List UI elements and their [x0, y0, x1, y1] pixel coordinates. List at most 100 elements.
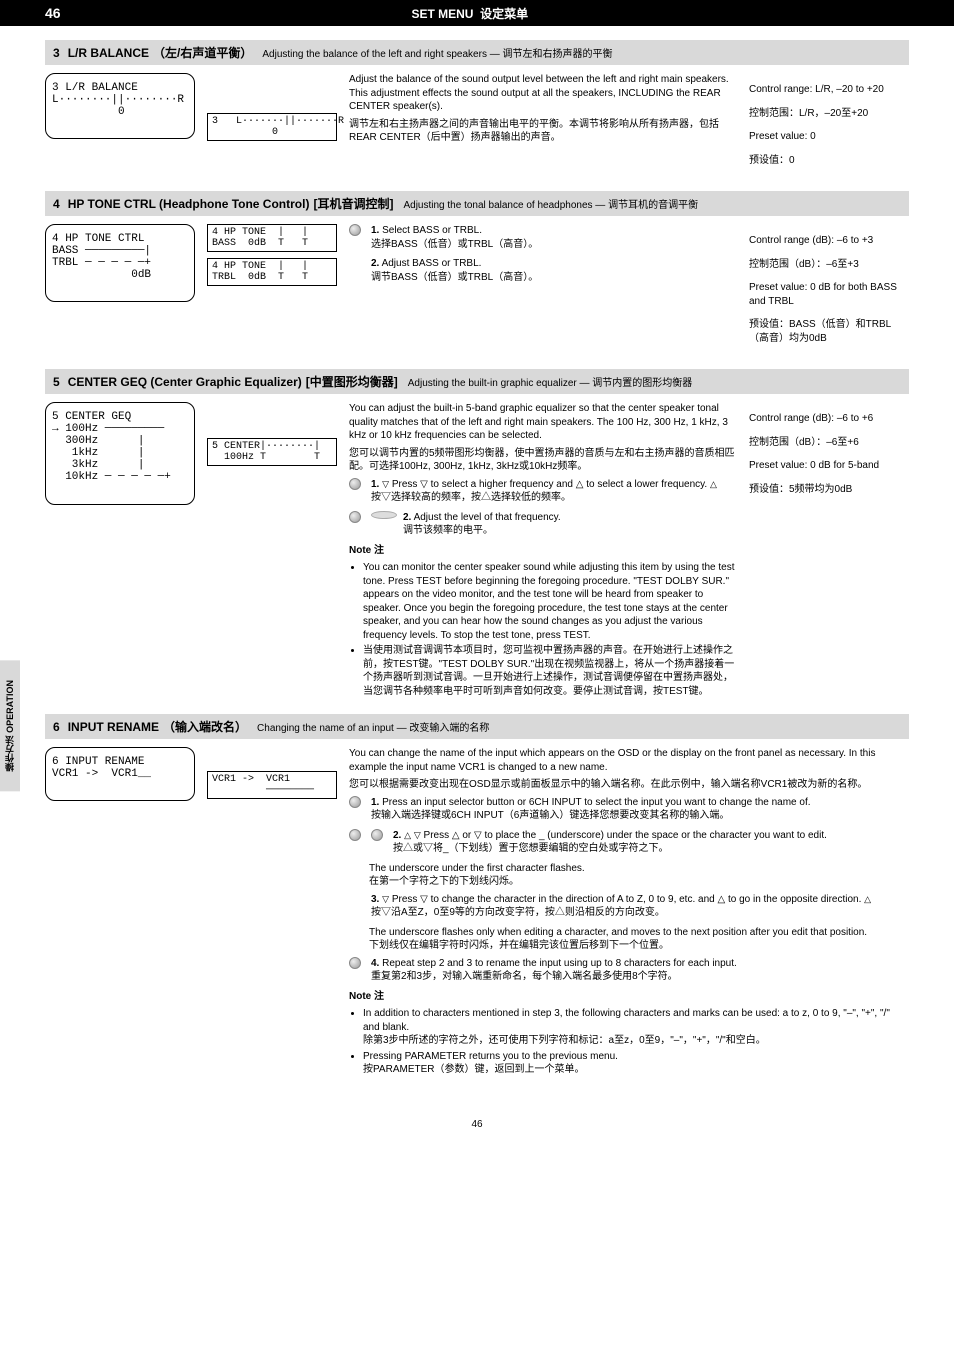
s4-range-en: Control range (dB): –6 to +3: [749, 234, 909, 248]
s5-preset-en: Preset value: 0 dB for 5-band: [749, 459, 909, 473]
section-5-bar: 5 CENTER GEQ (Center Graphic Equalizer) …: [45, 369, 909, 394]
lcd-6: VCR1 -> VCR1 ────────: [207, 771, 337, 799]
section-4-title-en: HP TONE CTRL (Headphone Tone Control): [68, 197, 310, 211]
osd-panel-5: 5 CENTER GEQ → 100Hz ───────── 300Hz | 1…: [45, 402, 195, 505]
s5-note-title-en: Note: [349, 545, 371, 556]
section-6-text: You can change the name of the input whi…: [349, 747, 909, 1079]
s6-step5-native: 下划线仅在编辑字符时闪烁，并在编辑完该位置后移到下一个位置。: [369, 940, 669, 951]
section-5-body: 5 CENTER GEQ → 100Hz ───────── 300Hz | 1…: [45, 402, 909, 700]
s3-preset-native: 预设值：0: [749, 154, 909, 168]
s4-step2-native: 调节BASS（低音）或TRBL（高音）。: [371, 272, 538, 283]
osd-panel-3: 3 L/R BALANCE L········||········R 0: [45, 73, 195, 139]
section-3-title-en: L/R BALANCE: [68, 46, 149, 60]
s4-range: Control range (dB): –6 to +3 控制范围（dB）：–6…: [749, 224, 909, 355]
s6-step1-en: Press an input selector button or 6CH IN…: [382, 797, 810, 808]
bullet-icon: [349, 829, 361, 841]
section-5-subtitle: Adjusting the built-in graphic equalizer…: [408, 374, 693, 389]
bullet-icon: [349, 478, 361, 490]
s6-nb-en-0: In addition to characters mentioned in s…: [363, 1008, 890, 1033]
s4-preset-en: Preset value: 0 dB for both BASS and TRB…: [749, 281, 909, 308]
s5-note-native: 当使用测试音调调节本项目时，您可监视中置扬声器的声音。在开始进行上述操作之前，按…: [363, 644, 737, 698]
disc-icon: [371, 511, 397, 519]
lcd-5: 5 CENTER|········| 100Hz T T: [207, 438, 337, 466]
section-4-text: 1. Select BASS or TRBL. 选择BASS（低音）或TRBL（…: [349, 224, 737, 290]
s4-preset-native: 预设值：BASS（低音）和TRBL（高音）均为0dB: [749, 318, 909, 345]
s6-body-en: You can change the name of the input whi…: [349, 747, 909, 774]
section-6-subtitle: Changing the name of an input — 改变输入端的名称: [257, 719, 489, 734]
section-3-title-native: （左/右声道平衡）: [153, 44, 252, 61]
section-6-num: 6: [53, 720, 60, 734]
s6-nb-en-1: Pressing PARAMETER returns you to the pr…: [363, 1051, 618, 1062]
s5-note-en: You can monitor the center speaker sound…: [363, 561, 737, 642]
s5-step1-native: 按▽选择较高的频率，按△选择较低的频率。: [371, 492, 571, 503]
bullet-icon: [371, 829, 383, 841]
bullet-icon: [349, 957, 361, 969]
down-triangle-icon: ▽: [382, 478, 389, 490]
s6-step5-en: The underscore flashes only when editing…: [369, 927, 867, 938]
up-triangle-icon: △: [404, 829, 411, 841]
lcd-3: 3 L·······||·······R 0: [207, 113, 337, 141]
s3-body-native: 调节左和右主扬声器之间的声音输出电平的平衡。本调节将影响从所有扬声器，包括REA…: [349, 118, 737, 145]
s6-note-title-native: 注: [374, 991, 384, 1002]
s4-step1-native: 选择BASS（低音）或TRBL（高音）。: [371, 239, 538, 250]
section-5-num: 5: [53, 375, 60, 389]
s6-nb-native-0: 除第3步中所述的字符之外，还可使用下列字符和标记：a至z，0至9，"–"，"+"…: [363, 1035, 766, 1046]
section-3-num: 3: [53, 46, 60, 60]
s5-body-en: You can adjust the built-in 5-band graph…: [349, 402, 737, 443]
up-triangle-icon: △: [710, 478, 717, 490]
down-triangle-icon: ▽: [382, 893, 389, 905]
s6-step6-en: Repeat step 2 and 3 to rename the input …: [382, 958, 737, 969]
s5-preset-native: 预设值：5频带均为0dB: [749, 483, 909, 497]
s6-body-native: 您可以根据需要改变出现在OSD显示或前面板显示中的输入端名称。在此示例中，输入端…: [349, 778, 909, 792]
lcd-4b: 4 HP TONE | | TRBL 0dB T T: [207, 258, 337, 286]
s4-range-native: 控制范围（dB）：–6至+3: [749, 258, 909, 272]
bullet-icon: [349, 511, 361, 523]
s4-step2-en: Adjust BASS or TRBL.: [382, 258, 482, 269]
bullet-icon: [349, 224, 361, 236]
section-3-subtitle: Adjusting the balance of the left and ri…: [262, 45, 612, 60]
section-5-title-native: [中置图形均衡器]: [306, 373, 398, 390]
s6-step3-en: The underscore under the first character…: [369, 863, 585, 874]
section-4-subtitle: Adjusting the tonal balance of headphone…: [403, 196, 698, 211]
s3-range: Control range: L/R, –20 to +20 控制范围：L/R，…: [749, 73, 909, 177]
section-4-bar: 4 HP TONE CTRL (Headphone Tone Control) …: [45, 191, 909, 216]
s5-body-native: 您可以调节内置的5频带图形均衡器，使中置扬声器的音质与左和右主扬声器的音质相匹配…: [349, 447, 737, 474]
osd-panel-4: 4 HP TONE CTRL BASS ─────────| TRBL ─ ─ …: [45, 224, 195, 302]
osd-panel-6: 6 INPUT RENAME VCR1 -> VCR1__: [45, 747, 195, 801]
header-title: SET MENU 设定菜单: [411, 5, 528, 22]
s3-range-en: Control range: L/R, –20 to +20: [749, 83, 909, 97]
s6-step4-en: Press ▽ to change the character in the d…: [392, 894, 862, 905]
s6-step3-native: 在第一个字符之下的下划线闪烁。: [369, 876, 519, 887]
section-4-title-native: [耳机音调控制]: [313, 195, 393, 212]
section-3-bar: 3 L/R BALANCE （左/右声道平衡） Adjusting the ba…: [45, 40, 909, 65]
side-tab: 操作方法 OPERATION: [0, 660, 20, 791]
section-3-body: 3 L/R BALANCE L········||········R 0 3 L…: [45, 73, 909, 177]
s6-step1-native: 按输入端选择键或6CH INPUT（6声道输入）键选择您想要改变其名称的输入端。: [371, 810, 729, 821]
section-3-text: Adjust the balance of the sound output l…: [349, 73, 737, 149]
header-title-native: 设定菜单: [480, 7, 528, 21]
section-6-body: 6 INPUT RENAME VCR1 -> VCR1__ VCR1 -> VC…: [45, 747, 909, 1079]
s6-note: Note 注 In addition to characters mention…: [349, 990, 909, 1077]
s3-body-en: Adjust the balance of the sound output l…: [349, 73, 737, 114]
section-6-title-native: （输入端改名）: [163, 718, 247, 735]
section-4-body: 4 HP TONE CTRL BASS ─────────| TRBL ─ ─ …: [45, 224, 909, 355]
s5-range: Control range (dB): –6 to +6 控制范围（dB）：–6…: [749, 402, 909, 506]
s5-note: Note 注 You can monitor the center speake…: [349, 544, 737, 699]
s6-step2-en: Press △ or ▽ to place the _ (underscore)…: [424, 830, 827, 841]
up-triangle-icon: △: [864, 893, 871, 905]
footer-page-number: 46: [45, 1119, 909, 1130]
section-6-title-en: INPUT RENAME: [68, 720, 159, 734]
lcd-4a: 4 HP TONE | | BASS 0dB T T: [207, 224, 337, 252]
s3-range-native: 控制范围：L/R，–20至+20: [749, 107, 909, 121]
s6-step2-native: 按△或▽将_（下划线）置于您想要编辑的空白处或字符之下。: [393, 843, 669, 854]
section-6-bar: 6 INPUT RENAME （输入端改名） Changing the name…: [45, 714, 909, 739]
bullet-icon: [349, 796, 361, 808]
header-bar: 46 SET MENU 设定菜单: [0, 0, 954, 26]
section-4-num: 4: [53, 197, 60, 211]
header-title-en: SET MENU: [411, 7, 473, 21]
down-triangle-icon: ▽: [414, 829, 421, 841]
s5-step2-en: Adjust the level of that frequency.: [414, 512, 561, 523]
page-number-top: 46: [45, 5, 61, 21]
s3-preset-en: Preset value: 0: [749, 130, 909, 144]
s5-note-title-native: 注: [374, 545, 384, 556]
